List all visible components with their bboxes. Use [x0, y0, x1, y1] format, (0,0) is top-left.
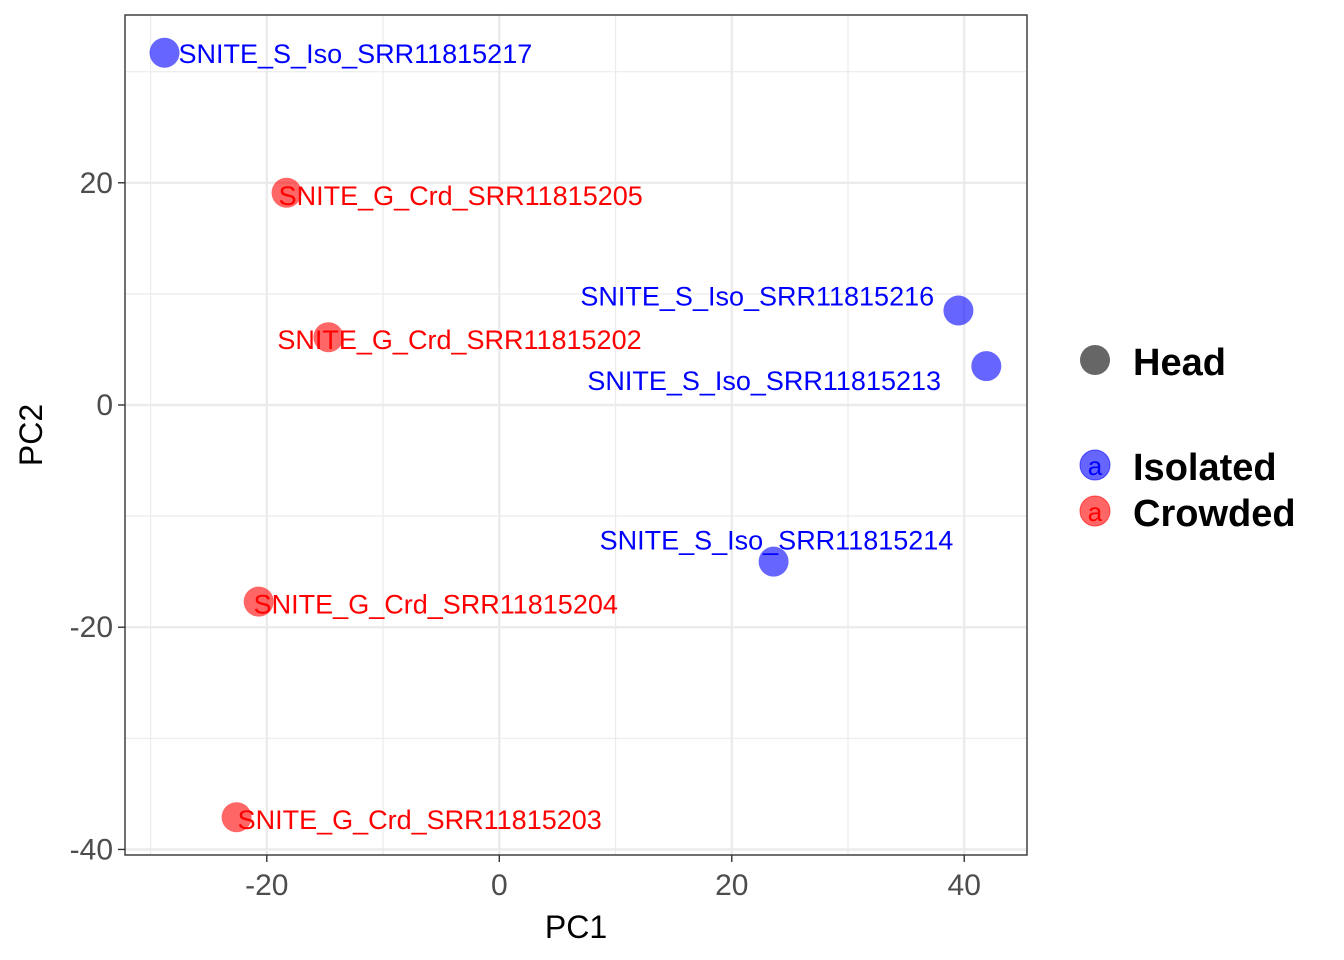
- data-point: [758, 546, 789, 577]
- y-tick-label: -40: [70, 833, 113, 866]
- panel-border: [124, 14, 1028, 856]
- y-tick-label: 20: [80, 167, 113, 200]
- legend-shape-key: [1080, 345, 1110, 375]
- legend-key-glyph-isolated: a: [1088, 451, 1103, 481]
- data-point: [149, 37, 180, 68]
- legend-label-isolated: Isolated: [1133, 447, 1277, 489]
- point-label: SNITE_S_Iso_SRR11815216: [580, 282, 934, 312]
- y-tick-label: -20: [70, 611, 113, 644]
- panel-background: [125, 15, 1027, 855]
- data-point: [313, 322, 344, 353]
- point-label: SNITE_G_Crd_SRR11815203: [238, 805, 602, 835]
- x-tick-label: 40: [948, 869, 981, 902]
- data-point: [943, 295, 974, 326]
- point-label: SNITE_S_Iso_SRR11815217: [179, 39, 533, 69]
- point-label: SNITE_S_Iso_SRR11815213: [587, 366, 941, 396]
- y-tick-label: 0: [96, 389, 113, 422]
- point-label: SNITE_G_Crd_SRR11815205: [279, 181, 643, 211]
- point-label: SNITE_G_Crd_SRR11815204: [254, 590, 618, 620]
- legend-key-glyph-crowded: a: [1088, 497, 1103, 527]
- point-labels: SNITE_S_Iso_SRR11815217 SNITE_G_Crd_SRR11…: [179, 39, 954, 835]
- point-label: SNITE_S_Iso_SRR11815214: [600, 526, 954, 556]
- x-tick-label: 0: [491, 869, 508, 902]
- legend-shape-title: Head: [1133, 342, 1226, 384]
- point-label: SNITE_G_Crd_SRR11815202: [277, 325, 641, 355]
- legend-label-crowded: Crowded: [1133, 493, 1296, 535]
- legend-key-isolated: [1079, 449, 1111, 481]
- x-axis-title: PC1: [545, 909, 607, 945]
- data-point: [221, 802, 252, 833]
- x-tick-label: 20: [715, 869, 748, 902]
- data-point: [271, 177, 302, 208]
- data-point: [243, 586, 274, 617]
- points: [149, 37, 1002, 833]
- legend-key-crowded: [1079, 495, 1111, 527]
- grid: [125, 15, 1027, 855]
- legend: Head a Isolated a Crowded: [1079, 342, 1296, 535]
- x-tick-label: -20: [245, 869, 288, 902]
- data-point: [971, 351, 1002, 382]
- axes: -20 0 20 40 -40 -20 0 20: [70, 167, 981, 902]
- y-axis-title: PC2: [13, 404, 49, 466]
